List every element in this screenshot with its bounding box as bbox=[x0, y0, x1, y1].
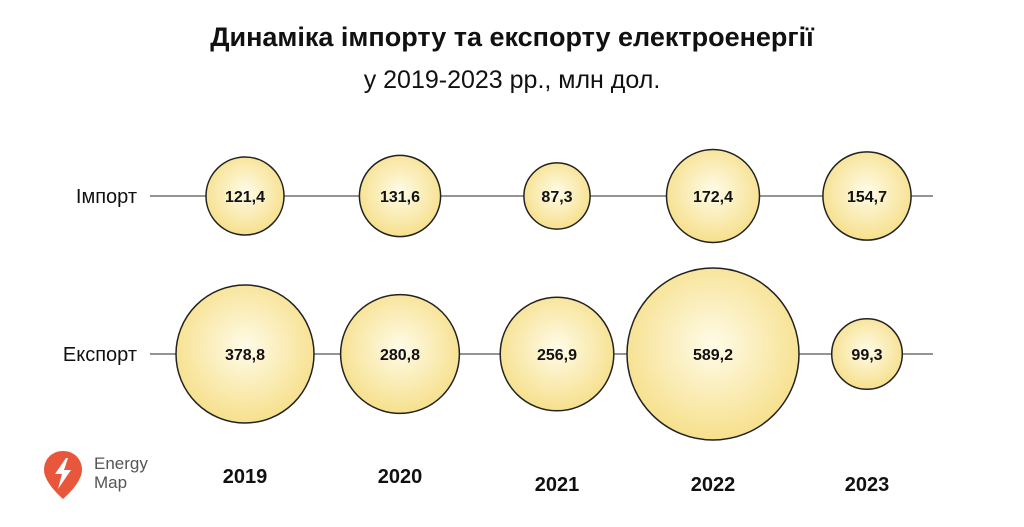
bubble bbox=[626, 267, 800, 441]
bubble bbox=[358, 154, 442, 238]
bubble bbox=[822, 151, 912, 241]
data-label: 280,8 bbox=[380, 347, 420, 364]
map-pin-lightning-icon bbox=[44, 451, 82, 499]
data-label: 121,4 bbox=[225, 189, 265, 206]
year-label: 2023 bbox=[845, 474, 890, 496]
year-label: 2021 bbox=[535, 474, 580, 496]
series-label: Імпорт bbox=[76, 186, 137, 208]
energy-map-logo bbox=[42, 449, 84, 506]
series-label: Експорт bbox=[63, 344, 137, 366]
bubble bbox=[665, 148, 761, 244]
logo-text: Energy Map bbox=[94, 454, 148, 492]
data-label: 154,7 bbox=[847, 189, 887, 206]
data-label: 256,9 bbox=[537, 347, 577, 364]
logo-line2: Map bbox=[94, 473, 128, 492]
chart-subtitle: у 2019-2023 рр., млн дол. bbox=[363, 66, 661, 94]
bubble bbox=[523, 162, 591, 230]
data-label: 378,8 bbox=[225, 347, 265, 364]
data-label: 87,3 bbox=[541, 189, 572, 206]
data-label: 99,3 bbox=[851, 347, 882, 364]
bubble bbox=[339, 293, 461, 415]
year-label: 2022 bbox=[691, 474, 736, 496]
bubble bbox=[499, 296, 615, 412]
data-label: 172,4 bbox=[693, 189, 733, 206]
logo-line1: Energy bbox=[94, 454, 148, 473]
year-label: 2020 bbox=[378, 466, 423, 488]
bubble bbox=[175, 284, 315, 424]
bubble bbox=[205, 156, 285, 236]
data-label: 589,2 bbox=[693, 347, 733, 364]
bubble bbox=[830, 317, 904, 391]
data-label: 131,6 bbox=[380, 189, 420, 206]
chart-title: Динаміка імпорту та експорту електроенер… bbox=[210, 22, 814, 52]
year-label: 2019 bbox=[223, 466, 268, 488]
